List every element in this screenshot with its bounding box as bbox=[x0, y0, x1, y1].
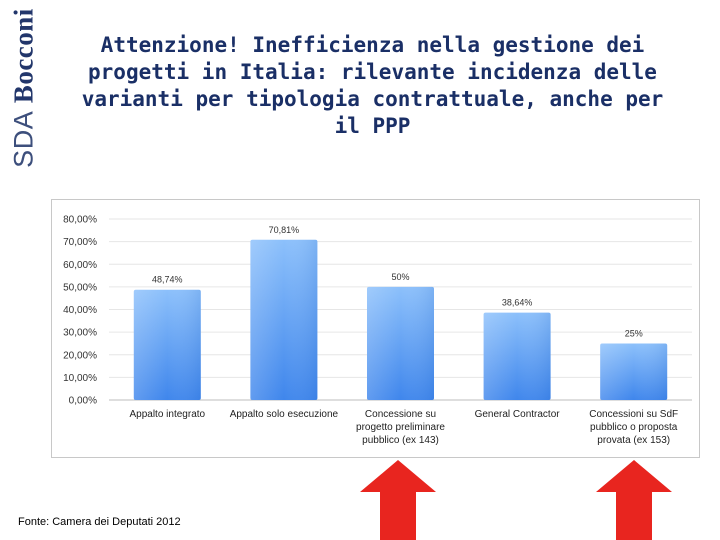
category-label: provata (ex 153) bbox=[597, 435, 670, 446]
category-label: Concessione su bbox=[365, 409, 436, 420]
y-tick-label: 70,00% bbox=[63, 237, 97, 248]
y-tick-label: 50,00% bbox=[63, 282, 97, 293]
data-label: 50% bbox=[391, 272, 409, 282]
y-tick-label: 0,00% bbox=[69, 396, 97, 407]
logo-text: SDA Bocconi bbox=[9, 8, 40, 168]
logo-sda: SDA bbox=[8, 110, 39, 168]
category-label: General Contractor bbox=[475, 409, 561, 420]
y-tick-label: 40,00% bbox=[63, 305, 97, 316]
title-line: progetti in Italia: rilevante incidenza … bbox=[88, 60, 657, 84]
bar-shading bbox=[483, 312, 551, 400]
logo-bocconi: Bocconi bbox=[8, 8, 39, 104]
category-label: Appalto solo esecuzione bbox=[230, 409, 339, 420]
data-label: 25% bbox=[625, 328, 643, 338]
bar-shading bbox=[250, 239, 318, 400]
data-label: 70,81% bbox=[269, 225, 300, 235]
title-line: il PPP bbox=[334, 114, 411, 138]
y-tick-label: 20,00% bbox=[63, 350, 97, 361]
sda-bocconi-logo: SDA Bocconi bbox=[0, 0, 48, 170]
y-tick-label: 30,00% bbox=[63, 328, 97, 339]
category-label: pubblico (ex 143) bbox=[362, 435, 439, 446]
category-label: progetto preliminare bbox=[356, 422, 445, 433]
title-line: varianti per tipologia contrattuale, anc… bbox=[81, 87, 664, 111]
y-tick-label: 60,00% bbox=[63, 260, 97, 271]
red-arrow-up-icon bbox=[596, 460, 672, 540]
bar-shading bbox=[133, 289, 201, 400]
red-arrow-up-icon bbox=[360, 460, 436, 540]
y-tick-label: 80,00% bbox=[63, 215, 97, 226]
source-note: Fonte: Camera dei Deputati 2012 bbox=[18, 516, 181, 528]
title-line: Attenzione! Inefficienza nella gestione … bbox=[100, 33, 645, 57]
bar-chart-svg: 0,00% 10,00% 20,00% 30,00% 40,00% 50,00% 60,00… bbox=[63, 215, 692, 446]
y-tick-label: 10,00% bbox=[63, 373, 97, 384]
bar-shading bbox=[600, 343, 668, 400]
slide-title: Attenzione! Inefficienza nella gestione … bbox=[55, 32, 690, 140]
bar-chart: 0,00% 10,00% 20,00% 30,00% 40,00% 50,00% 60,00… bbox=[51, 199, 700, 458]
data-label: 48,74% bbox=[152, 275, 183, 285]
data-label: 38,64% bbox=[502, 298, 533, 308]
category-label: Concessioni su SdF bbox=[589, 409, 678, 420]
category-label: pubblico o proposta bbox=[590, 422, 678, 433]
bar-shading bbox=[367, 286, 434, 400]
category-label: Appalto integrato bbox=[129, 409, 205, 420]
